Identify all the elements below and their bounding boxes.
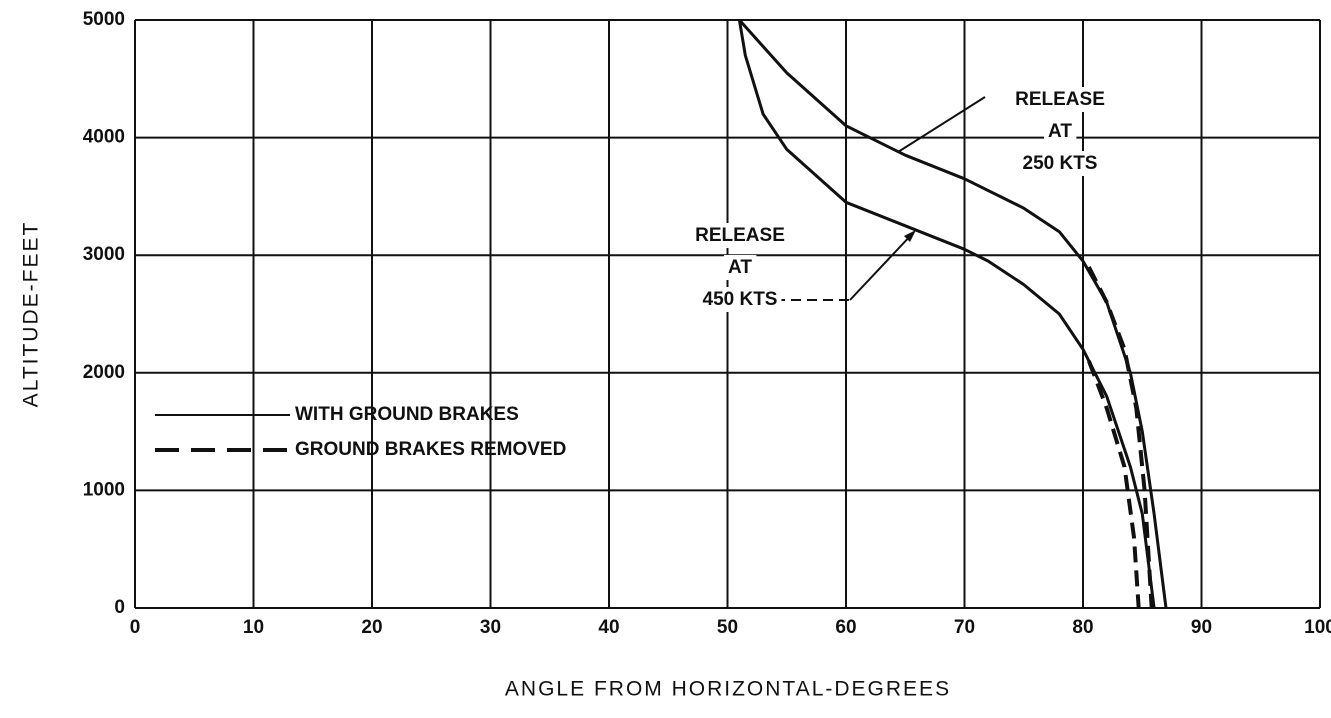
y-tick-label: 4000 [83,127,125,148]
x-tick-label: 60 [835,617,856,638]
annotation-bg [691,223,789,249]
annotation-bg [698,287,782,313]
x-tick-label: 40 [598,617,619,638]
leader [849,231,915,301]
y-tick-label: 1000 [83,479,125,500]
annotation: AT [1048,121,1072,142]
x-tick-label: 10 [243,617,264,638]
leader [897,96,986,153]
annotation-bg [1011,87,1109,113]
y-tick-label: 3000 [83,244,125,265]
annotation: 450 KTS [703,289,778,310]
series-line [737,19,1156,609]
x-tick-label: 70 [954,617,975,638]
x-tick-label: 80 [1072,617,1093,638]
legend-label: GROUND BRAKES REMOVED [295,439,566,460]
series-line [738,18,1168,609]
annotation: RELEASE [1015,89,1105,110]
x-tick-label: 20 [361,617,382,638]
x-tick-label: 90 [1191,617,1212,638]
x-tick-label: 0 [130,617,141,638]
y-tick-label: 2000 [83,362,125,383]
y-axis-label: ALTITUDE-FEET [20,221,43,408]
annotation-bg [724,255,757,281]
x-tick-label: 30 [480,617,501,638]
y-tick-label: 0 [114,597,125,618]
annotation: AT [728,257,752,278]
annotation-bg [1018,151,1102,177]
annotation: 250 KTS [1023,153,1098,174]
x-axis-label: ANGLE FROM HORIZONTAL-DEGREES [505,678,951,701]
y-tick-label: 5000 [83,9,125,30]
annotation: RELEASE [695,225,785,246]
annotation-bg [1044,119,1077,145]
legend-label: WITH GROUND BRAKES [295,404,519,425]
series-line [1087,266,1154,609]
x-tick-label: 100 [1304,617,1331,638]
x-tick-label: 50 [717,617,738,638]
series-line [1087,360,1141,609]
arrowhead [904,230,916,242]
